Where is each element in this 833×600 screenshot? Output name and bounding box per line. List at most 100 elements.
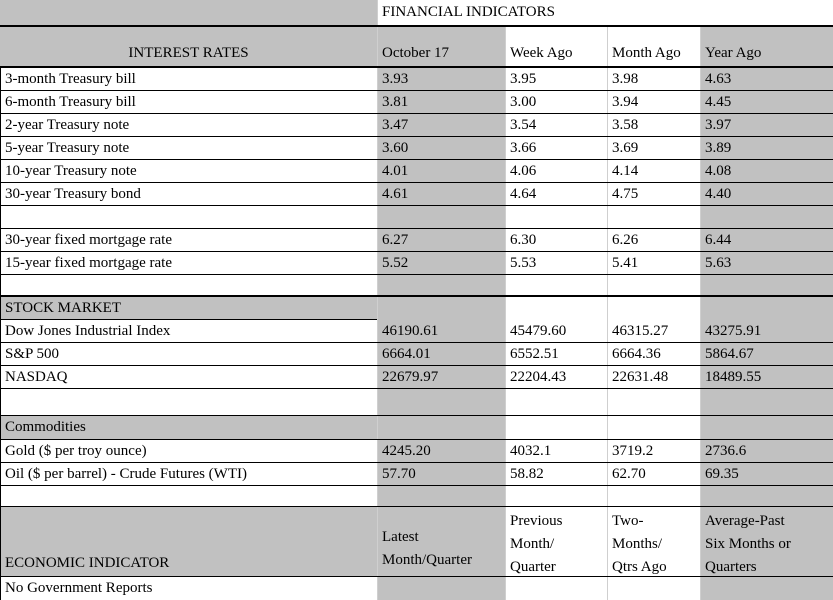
value-month-ago: 4.75 bbox=[607, 183, 700, 205]
spacer-row bbox=[0, 206, 833, 229]
value-october: 3.60 bbox=[377, 137, 505, 159]
empty-cell bbox=[505, 389, 607, 415]
value-october: 6664.01 bbox=[377, 343, 505, 365]
row-label: 30-year Treasury bond bbox=[0, 183, 377, 205]
section-row-commodities: Commodities bbox=[0, 416, 833, 440]
empty-cell bbox=[700, 416, 833, 439]
econ-note: No Government Reports bbox=[0, 577, 377, 600]
value-year-ago: 3.97 bbox=[700, 114, 833, 136]
row-label: S&P 500 bbox=[0, 343, 377, 365]
value-month-ago: 6.26 bbox=[607, 229, 700, 251]
econ-col-header-average: Average-Past Six Months or Quarters bbox=[700, 507, 833, 576]
table-row: Dow Jones Industrial Index 46190.61 4547… bbox=[0, 320, 833, 343]
value-month-ago: 22631.48 bbox=[607, 366, 700, 388]
spacer-row bbox=[0, 275, 833, 297]
empty-cell bbox=[607, 389, 700, 415]
interest-rates-header: INTEREST RATES bbox=[0, 27, 377, 66]
empty-cell bbox=[0, 389, 377, 415]
value-month-ago: 5.41 bbox=[607, 252, 700, 274]
row-label: 15-year fixed mortgage rate bbox=[0, 252, 377, 274]
value-october: 4.01 bbox=[377, 160, 505, 182]
value-week-ago: 6552.51 bbox=[505, 343, 607, 365]
empty-cell bbox=[505, 275, 607, 295]
econ-col-header-two-months: Two- Months/ Qtrs Ago bbox=[607, 507, 700, 576]
economic-indicator-header-row: ECONOMIC INDICATOR Latest Month/Quarter … bbox=[0, 507, 833, 577]
table-row: 30-year Treasury bond 4.61 4.64 4.75 4.4… bbox=[0, 183, 833, 206]
section-row-stock-market: STOCK MARKET bbox=[0, 297, 833, 320]
row-label: 6-month Treasury bill bbox=[0, 91, 377, 113]
empty-cell bbox=[607, 486, 700, 506]
spacer-row bbox=[0, 389, 833, 416]
value-week-ago: 6.30 bbox=[505, 229, 607, 251]
col-header-month-ago: Month Ago bbox=[607, 27, 700, 66]
value-month-ago: 62.70 bbox=[607, 463, 700, 485]
empty-cell bbox=[505, 577, 607, 600]
empty-cell bbox=[0, 0, 377, 25]
value-year-ago: 4.08 bbox=[700, 160, 833, 182]
table-row: Oil ($ per barrel) - Crude Futures (WTI)… bbox=[0, 463, 833, 486]
value-october: 4245.20 bbox=[377, 440, 505, 462]
value-year-ago: 4.45 bbox=[700, 91, 833, 113]
empty-cell bbox=[607, 275, 700, 295]
column-header-row: INTEREST RATES October 17 Week Ago Month… bbox=[0, 27, 833, 68]
table-row: 3-month Treasury bill 3.93 3.95 3.98 4.6… bbox=[0, 68, 833, 91]
table-row: 10-year Treasury note 4.01 4.06 4.14 4.0… bbox=[0, 160, 833, 183]
value-week-ago: 3.54 bbox=[505, 114, 607, 136]
empty-cell bbox=[505, 297, 607, 320]
value-month-ago: 4.14 bbox=[607, 160, 700, 182]
value-year-ago: 5.63 bbox=[700, 252, 833, 274]
economic-indicator-label: ECONOMIC INDICATOR bbox=[0, 507, 377, 576]
value-week-ago: 58.82 bbox=[505, 463, 607, 485]
col-header-year-ago: Year Ago bbox=[700, 27, 833, 66]
value-year-ago: 2736.6 bbox=[700, 440, 833, 462]
section-label-commodities: Commodities bbox=[0, 416, 377, 439]
empty-cell bbox=[377, 486, 505, 506]
table-row: 6-month Treasury bill 3.81 3.00 3.94 4.4… bbox=[0, 91, 833, 114]
value-month-ago: 3.58 bbox=[607, 114, 700, 136]
value-year-ago: 4.40 bbox=[700, 183, 833, 205]
table-row: NASDAQ 22679.97 22204.43 22631.48 18489.… bbox=[0, 366, 833, 389]
value-october: 22679.97 bbox=[377, 366, 505, 388]
value-october: 3.47 bbox=[377, 114, 505, 136]
empty-cell bbox=[607, 577, 700, 600]
section-label-stock-market: STOCK MARKET bbox=[0, 297, 377, 320]
title-row: FINANCIAL INDICATORS bbox=[0, 0, 833, 27]
value-week-ago: 3.95 bbox=[505, 68, 607, 90]
value-year-ago: 18489.55 bbox=[700, 366, 833, 388]
value-year-ago: 6.44 bbox=[700, 229, 833, 251]
value-year-ago: 4.63 bbox=[700, 68, 833, 90]
value-october: 4.61 bbox=[377, 183, 505, 205]
empty-cell bbox=[0, 275, 377, 295]
col-header-week-ago: Week Ago bbox=[505, 27, 607, 66]
value-october: 5.52 bbox=[377, 252, 505, 274]
row-label: Dow Jones Industrial Index bbox=[0, 320, 377, 342]
empty-cell bbox=[377, 297, 505, 320]
empty-cell bbox=[700, 389, 833, 415]
value-month-ago: 3.94 bbox=[607, 91, 700, 113]
empty-cell bbox=[0, 486, 377, 506]
empty-cell bbox=[0, 206, 377, 228]
value-week-ago: 5.53 bbox=[505, 252, 607, 274]
empty-cell bbox=[700, 486, 833, 506]
row-label: Oil ($ per barrel) - Crude Futures (WTI) bbox=[0, 463, 377, 485]
value-month-ago: 6664.36 bbox=[607, 343, 700, 365]
value-month-ago: 46315.27 bbox=[607, 320, 700, 342]
value-month-ago: 3.98 bbox=[607, 68, 700, 90]
empty-cell bbox=[607, 416, 700, 439]
empty-cell bbox=[505, 486, 607, 506]
empty-cell bbox=[700, 275, 833, 295]
value-october: 57.70 bbox=[377, 463, 505, 485]
table-row: 30-year fixed mortgage rate 6.27 6.30 6.… bbox=[0, 229, 833, 252]
empty-cell bbox=[377, 275, 505, 295]
empty-cell bbox=[700, 577, 833, 600]
table-row: S&P 500 6664.01 6552.51 6664.36 5864.67 bbox=[0, 343, 833, 366]
value-week-ago: 4.64 bbox=[505, 183, 607, 205]
econ-note-row: No Government Reports bbox=[0, 577, 833, 600]
row-label: 2-year Treasury note bbox=[0, 114, 377, 136]
empty-cell bbox=[377, 577, 505, 600]
empty-cell bbox=[377, 389, 505, 415]
value-week-ago: 4032.1 bbox=[505, 440, 607, 462]
row-label: 5-year Treasury note bbox=[0, 137, 377, 159]
table-row: 2-year Treasury note 3.47 3.54 3.58 3.97 bbox=[0, 114, 833, 137]
